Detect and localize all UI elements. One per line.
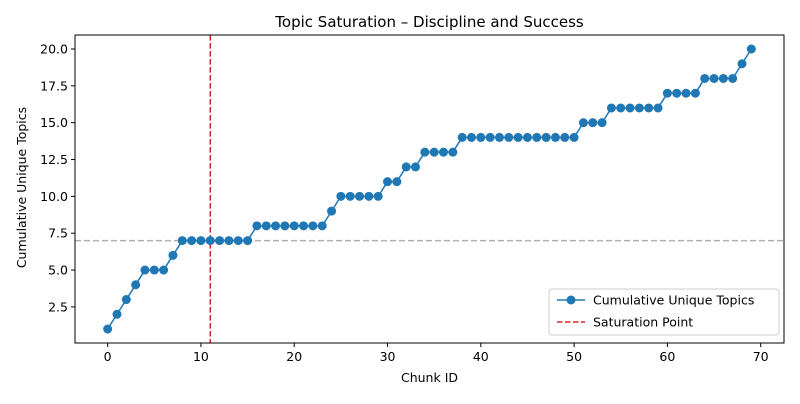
legend: Cumulative Unique Topics Saturation Poin… (548, 288, 780, 336)
y-tick-label: 20.0 (40, 42, 68, 57)
axes-frame (74, 34, 785, 344)
legend-marker-series (566, 295, 576, 305)
data-point (271, 221, 281, 231)
y-tick-label: 17.5 (40, 78, 68, 93)
legend-box (548, 288, 780, 336)
data-point (383, 177, 393, 187)
data-point (149, 265, 159, 275)
data-point (196, 236, 206, 246)
data-point (616, 103, 626, 113)
data-point (411, 162, 421, 172)
data-point (159, 265, 169, 275)
data-point (457, 132, 467, 142)
data-point (103, 324, 113, 334)
y-tick-label: 5.0 (48, 263, 68, 278)
data-point (662, 88, 672, 98)
data-point (345, 191, 355, 201)
data-point (317, 221, 327, 231)
data-point (224, 236, 234, 246)
data-point (308, 221, 318, 231)
data-point (728, 73, 738, 83)
data-point (205, 236, 215, 246)
data-point (187, 236, 197, 246)
x-tick-label: 10 (193, 349, 209, 364)
data-point (700, 73, 710, 83)
data-point (140, 265, 150, 275)
data-point (625, 103, 635, 113)
data-point (289, 221, 299, 231)
data-point (476, 132, 486, 142)
data-point (121, 295, 131, 305)
data-point (746, 44, 756, 54)
data-point (504, 132, 514, 142)
x-tick-label: 50 (566, 349, 582, 364)
data-point (550, 132, 560, 142)
data-point (588, 118, 598, 128)
series-line (107, 48, 752, 330)
data-point (494, 132, 504, 142)
data-point (215, 236, 225, 246)
data-point (252, 221, 262, 231)
data-point (401, 162, 411, 172)
data-point (634, 103, 644, 113)
data-point (560, 132, 570, 142)
data-point (522, 132, 532, 142)
data-point (718, 73, 728, 83)
data-point (261, 221, 271, 231)
data-point (448, 147, 458, 157)
data-point (737, 59, 747, 69)
x-tick-label: 60 (659, 349, 675, 364)
legend-label-saturation: Saturation Point (593, 315, 693, 330)
chart-title: Topic Saturation – Discipline and Succes… (274, 13, 584, 31)
data-point (355, 191, 365, 201)
data-point (327, 206, 337, 216)
data-point (280, 221, 290, 231)
data-point (532, 132, 542, 142)
data-point (681, 88, 691, 98)
y-tick-label: 2.5 (48, 299, 68, 314)
data-point (606, 103, 616, 113)
y-tick-label: 15.0 (40, 115, 68, 130)
data-point (420, 147, 430, 157)
legend-label-series: Cumulative Unique Topics (593, 293, 754, 308)
data-point (243, 236, 253, 246)
data-point (299, 221, 309, 231)
data-point (168, 250, 178, 260)
data-point (690, 88, 700, 98)
data-point (233, 236, 243, 246)
data-point (131, 280, 141, 290)
x-tick-label: 30 (380, 349, 396, 364)
data-point (485, 132, 495, 142)
data-point (541, 132, 551, 142)
data-point (578, 118, 588, 128)
plot-area: 0 10 20 30 40 50 60 70 2.5 5.0 7.5 10.0 12.5 15.0 17.5… (40, 34, 785, 364)
data-point (709, 73, 719, 83)
data-point (336, 191, 346, 201)
data-point (177, 236, 187, 246)
y-tick-label: 10.0 (40, 189, 68, 204)
y-tick-label: 7.5 (48, 226, 68, 241)
y-axis-label: Cumulative Unique Topics (14, 107, 29, 268)
x-tick-label: 40 (473, 349, 489, 364)
data-point (364, 191, 374, 201)
x-tick-label: 0 (104, 349, 112, 364)
data-point (672, 88, 682, 98)
data-point (429, 147, 439, 157)
data-point (569, 132, 579, 142)
data-point (392, 177, 402, 187)
data-point (513, 132, 523, 142)
data-point (438, 147, 448, 157)
data-point (597, 118, 607, 128)
data-point (466, 132, 476, 142)
data-point (373, 191, 383, 201)
x-tick-label: 20 (286, 349, 302, 364)
data-point (653, 103, 663, 113)
y-tick-label: 12.5 (40, 152, 68, 167)
x-axis-label: Chunk ID (401, 370, 458, 385)
x-tick-label: 70 (753, 349, 769, 364)
data-point (644, 103, 654, 113)
data-point (112, 309, 122, 319)
